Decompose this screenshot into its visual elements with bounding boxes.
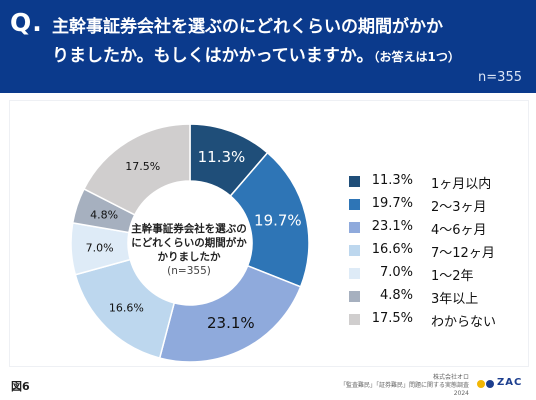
donut-chart: 11.3% 19.7% 23.1% 16.6% 7.0% 4.8% 17.5% bbox=[70, 123, 310, 363]
figure-label: 図6 bbox=[11, 380, 30, 393]
sample-size-label: n=355 bbox=[478, 70, 522, 85]
question-mark: Q. bbox=[10, 8, 43, 37]
donut-slice-label-6: 4.8% bbox=[90, 208, 118, 221]
question-text-line1: 主幹事証券会社を選ぶのにどれくらいの期間がかか bbox=[52, 17, 443, 37]
question-text-line2: りましたか。もしくはかかっていますか。（お答えは1つ） bbox=[52, 41, 460, 66]
legend-category: 1～2年 bbox=[431, 269, 474, 284]
question-note: （お答えは1つ） bbox=[373, 50, 460, 64]
legend-category: 7～12ヶ月 bbox=[431, 246, 495, 261]
donut-slice-7 bbox=[82, 123, 191, 216]
donut-slice-3 bbox=[158, 264, 302, 363]
legend-swatch bbox=[349, 176, 360, 187]
legend-category: わからない bbox=[431, 315, 497, 330]
question-text-line2-main: りましたか。もしくはかかっていますか。 bbox=[52, 46, 374, 66]
logo-dot-yellow bbox=[477, 380, 485, 388]
legend-swatch bbox=[349, 222, 360, 233]
legend-value: 7.0% bbox=[379, 265, 413, 280]
legend-swatch bbox=[349, 314, 360, 325]
donut-slice-label-2: 19.7% bbox=[254, 211, 302, 229]
legend-item: 11.3% 1ヶ月以内 bbox=[349, 172, 519, 195]
donut-center-n: (n=355) bbox=[167, 265, 211, 277]
chart-legend: 11.3% 1ヶ月以内 19.7% 2～3ヶ月 23.1% 4～6ヶ月 16.6% 7～12ヶ… bbox=[349, 172, 519, 333]
legend-category: 4～6ヶ月 bbox=[431, 223, 487, 238]
legend-value: 16.6% bbox=[371, 242, 413, 257]
legend-category: 3年以上 bbox=[431, 292, 479, 307]
donut-slice-label-5: 7.0% bbox=[86, 242, 114, 255]
legend-swatch bbox=[349, 268, 360, 279]
legend-category: 1ヶ月以内 bbox=[431, 177, 492, 192]
donut-slice-2 bbox=[229, 151, 310, 288]
legend-value: 23.1% bbox=[371, 219, 413, 234]
legend-item: 16.6% 7～12ヶ月 bbox=[349, 241, 519, 264]
legend-item: 7.0% 1～2年 bbox=[349, 264, 519, 287]
legend-swatch bbox=[349, 199, 360, 210]
legend-value: 11.3% bbox=[371, 173, 413, 188]
legend-swatch bbox=[349, 291, 360, 302]
question-header: Q. 主幹事証券会社を選ぶのにどれくらいの期間がかか りましたか。もしくはかかっ… bbox=[0, 0, 536, 93]
donut-hole bbox=[129, 182, 251, 304]
donut-slice-label-7: 17.5% bbox=[125, 160, 160, 173]
legend-item: 23.1% 4～6ヶ月 bbox=[349, 218, 519, 241]
source-survey: 「監査難民」「証券難民」問題に関する実態調査2024 bbox=[339, 382, 469, 397]
source-credit: 株式会社オロ 「監査難民」「証券難民」問題に関する実態調査2024 bbox=[330, 374, 469, 398]
logo-text: ZAC bbox=[497, 377, 523, 388]
logo-dot-blue bbox=[486, 380, 494, 388]
donut-slice-label-4: 16.6% bbox=[109, 301, 144, 314]
legend-item: 19.7% 2～3ヶ月 bbox=[349, 195, 519, 218]
source-company: 株式会社オロ bbox=[432, 374, 469, 381]
donut-center-title: 主幹事証券会社を選ぶのにどれくらいの期間がかかりましたか bbox=[131, 223, 247, 263]
legend-value: 4.8% bbox=[379, 288, 413, 303]
legend-value: 19.7% bbox=[371, 196, 413, 211]
legend-swatch bbox=[349, 245, 360, 256]
legend-item: 4.8% 3年以上 bbox=[349, 287, 519, 310]
donut-slice-label-3: 23.1% bbox=[207, 314, 255, 332]
legend-item: 17.5% わからない bbox=[349, 310, 519, 333]
legend-value: 17.5% bbox=[371, 311, 413, 326]
donut-slice-label-1: 11.3% bbox=[198, 148, 246, 166]
legend-category: 2～3ヶ月 bbox=[431, 200, 487, 215]
